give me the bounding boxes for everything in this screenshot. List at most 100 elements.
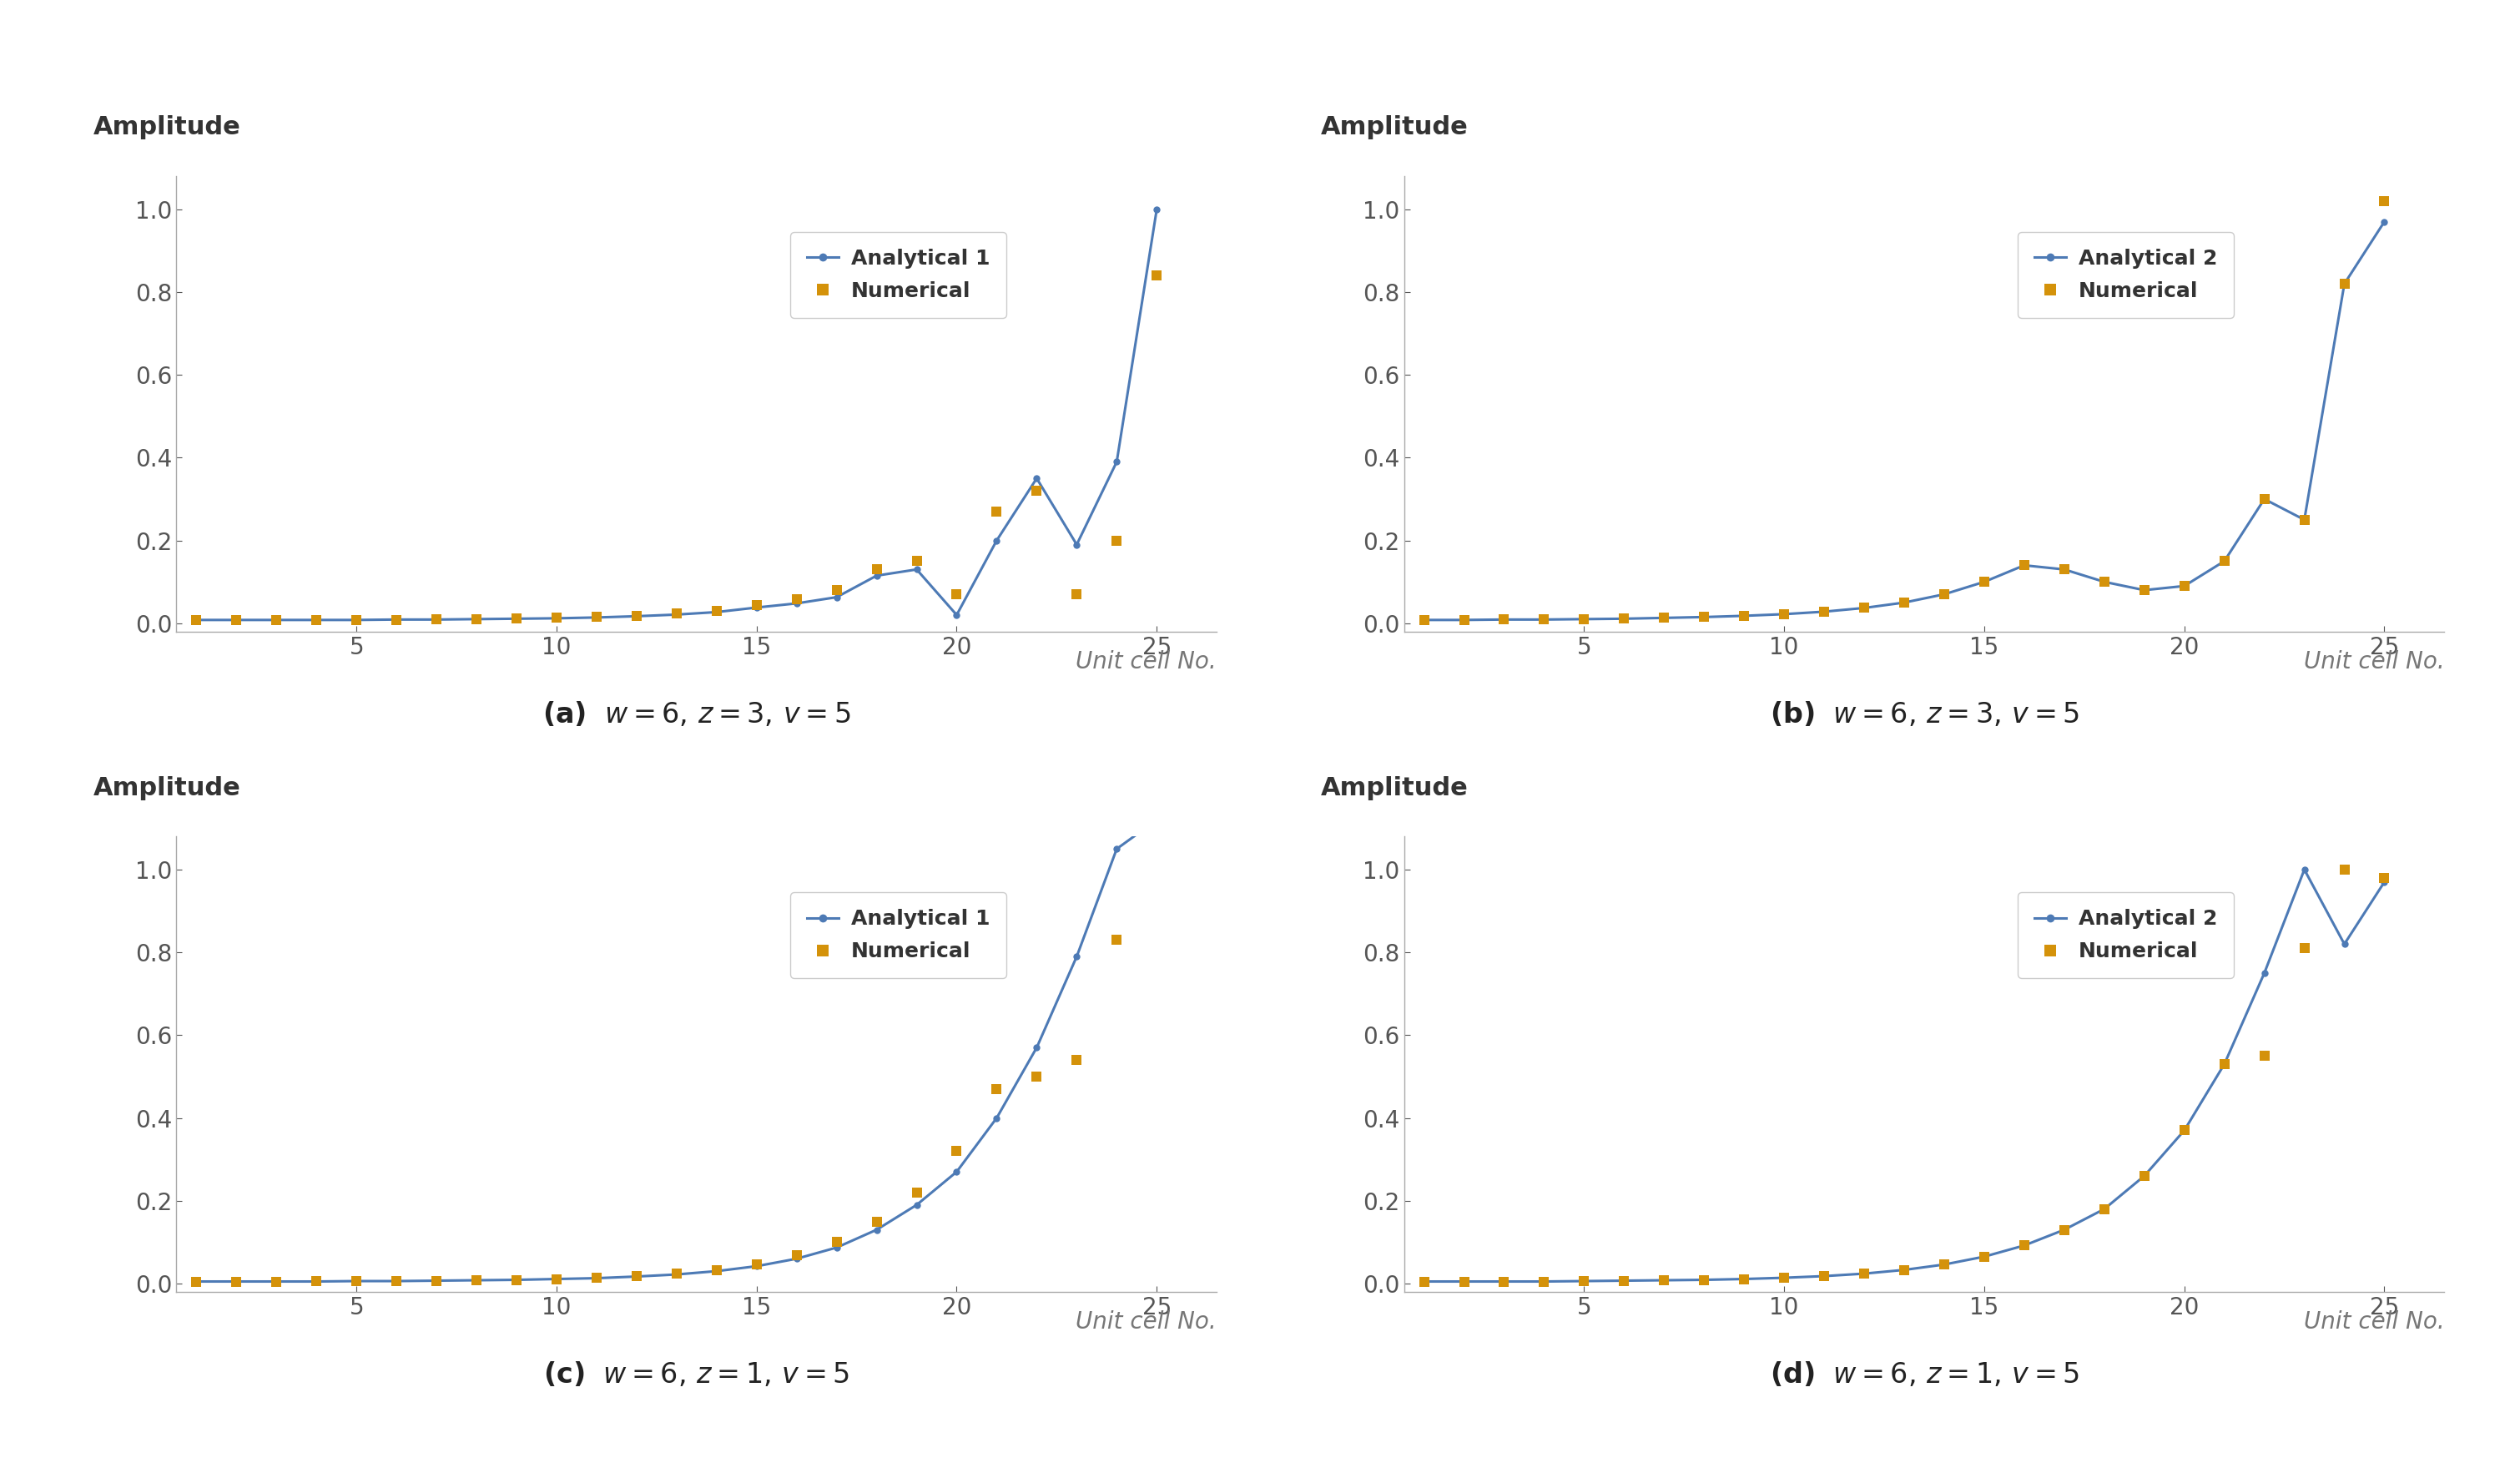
Analytical 2 bbox=[1608, 1271, 1638, 1289]
Analytical 1 bbox=[381, 611, 411, 628]
Numerical bbox=[1764, 1265, 1804, 1289]
Numerical bbox=[335, 608, 375, 631]
Numerical bbox=[1963, 570, 2003, 593]
Numerical bbox=[1925, 583, 1966, 606]
Analytical 2 bbox=[2049, 1221, 2079, 1239]
Numerical bbox=[217, 1270, 257, 1293]
Numerical bbox=[1056, 583, 1096, 606]
Analytical 1 bbox=[983, 531, 1013, 549]
Numerical bbox=[1885, 590, 1925, 614]
Numerical bbox=[1764, 602, 1804, 625]
Numerical bbox=[2364, 866, 2404, 890]
Analytical 1 bbox=[741, 599, 771, 617]
Text: Amplitude: Amplitude bbox=[1320, 116, 1469, 139]
Analytical 2 bbox=[1608, 609, 1638, 627]
Numerical bbox=[897, 549, 937, 573]
Analytical 1 bbox=[542, 609, 572, 627]
Numerical bbox=[416, 608, 456, 631]
Analytical 2 bbox=[2049, 561, 2079, 578]
Text: Amplitude: Amplitude bbox=[1320, 775, 1469, 800]
Numerical bbox=[1016, 479, 1056, 502]
Analytical 2 bbox=[1850, 1265, 1880, 1283]
Numerical bbox=[2003, 553, 2044, 577]
Numerical bbox=[2084, 570, 2124, 593]
Analytical 1 bbox=[262, 611, 292, 628]
Analytical 1 bbox=[302, 611, 333, 628]
Analytical 2 bbox=[1930, 1255, 1961, 1273]
Analytical 2 bbox=[2328, 275, 2359, 292]
Numerical bbox=[1565, 608, 1605, 631]
Legend: Analytical 1, Numerical: Analytical 1, Numerical bbox=[791, 893, 1005, 978]
Analytical 2 bbox=[1729, 606, 1759, 624]
Numerical bbox=[335, 1270, 375, 1293]
Numerical bbox=[1137, 264, 1177, 288]
Numerical bbox=[2165, 574, 2205, 597]
Analytical 1 bbox=[781, 1249, 811, 1267]
Numerical bbox=[1845, 1262, 1885, 1286]
Analytical 1 bbox=[942, 606, 973, 624]
Line: Analytical 2: Analytical 2 bbox=[1421, 866, 2389, 1284]
Numerical bbox=[2124, 578, 2165, 602]
Analytical 2 bbox=[2210, 1055, 2240, 1073]
Numerical bbox=[978, 1078, 1018, 1101]
Numerical bbox=[375, 1270, 416, 1293]
Numerical bbox=[1603, 606, 1643, 630]
Analytical 1 bbox=[222, 611, 252, 628]
Analytical 2 bbox=[2288, 860, 2318, 878]
Numerical bbox=[1096, 928, 1137, 951]
Analytical 1 bbox=[1101, 454, 1131, 471]
Analytical 2 bbox=[1968, 1248, 1998, 1265]
Numerical bbox=[1404, 1270, 1444, 1293]
Analytical 1 bbox=[582, 1270, 612, 1287]
Numerical bbox=[1484, 1270, 1525, 1293]
Numerical bbox=[1404, 608, 1444, 631]
Analytical 2 bbox=[1809, 1267, 1840, 1284]
Numerical bbox=[2364, 189, 2404, 213]
Numerical bbox=[816, 1230, 857, 1254]
Numerical bbox=[1963, 1245, 2003, 1268]
Text: Unit cell No.: Unit cell No. bbox=[2303, 1309, 2444, 1333]
Analytical 1 bbox=[501, 609, 532, 627]
Numerical bbox=[978, 499, 1018, 523]
Analytical 2 bbox=[2170, 577, 2200, 595]
Numerical bbox=[1016, 1064, 1056, 1088]
Numerical bbox=[857, 558, 897, 581]
Analytical 1 bbox=[461, 1271, 491, 1289]
Analytical 1 bbox=[741, 1258, 771, 1276]
Analytical 2 bbox=[2250, 964, 2281, 982]
Numerical bbox=[696, 599, 736, 622]
Analytical 1 bbox=[222, 1273, 252, 1290]
Analytical 1 bbox=[622, 608, 653, 625]
Text: $\mathbf{(b)}$  $w = 6,\, z = 3,\, v = 5$: $\mathbf{(b)}$ $w = 6,\, z = 3,\, v = 5$ bbox=[1769, 700, 2079, 728]
Analytical 2 bbox=[2008, 556, 2039, 574]
Numerical bbox=[496, 606, 537, 630]
Analytical 2 bbox=[1809, 603, 1840, 621]
Analytical 1 bbox=[181, 611, 212, 628]
Numerical bbox=[257, 608, 297, 631]
Legend: Analytical 2, Numerical: Analytical 2, Numerical bbox=[2019, 232, 2233, 319]
Numerical bbox=[1724, 1267, 1764, 1290]
Numerical bbox=[2084, 1198, 2124, 1221]
Numerical bbox=[2044, 558, 2084, 581]
Numerical bbox=[776, 587, 816, 611]
Analytical 2 bbox=[2129, 1167, 2160, 1185]
Numerical bbox=[1525, 1270, 1565, 1293]
Analytical 1 bbox=[542, 1270, 572, 1287]
Analytical 1 bbox=[582, 609, 612, 627]
Analytical 1 bbox=[1061, 948, 1091, 966]
Legend: Analytical 1, Numerical: Analytical 1, Numerical bbox=[791, 232, 1005, 319]
Numerical bbox=[1603, 1268, 1643, 1292]
Line: Analytical 1: Analytical 1 bbox=[194, 206, 1159, 624]
Analytical 2 bbox=[1648, 1271, 1678, 1289]
Numerical bbox=[577, 605, 617, 628]
Analytical 1 bbox=[902, 1196, 932, 1214]
Numerical bbox=[1724, 603, 1764, 627]
Analytical 1 bbox=[461, 611, 491, 628]
Numerical bbox=[2245, 487, 2286, 511]
Analytical 2 bbox=[1769, 1268, 1799, 1286]
Numerical bbox=[2283, 508, 2323, 531]
Analytical 2 bbox=[2170, 1122, 2200, 1139]
Analytical 1 bbox=[381, 1273, 411, 1290]
Numerical bbox=[1925, 1252, 1966, 1276]
Analytical 1 bbox=[1101, 840, 1131, 857]
